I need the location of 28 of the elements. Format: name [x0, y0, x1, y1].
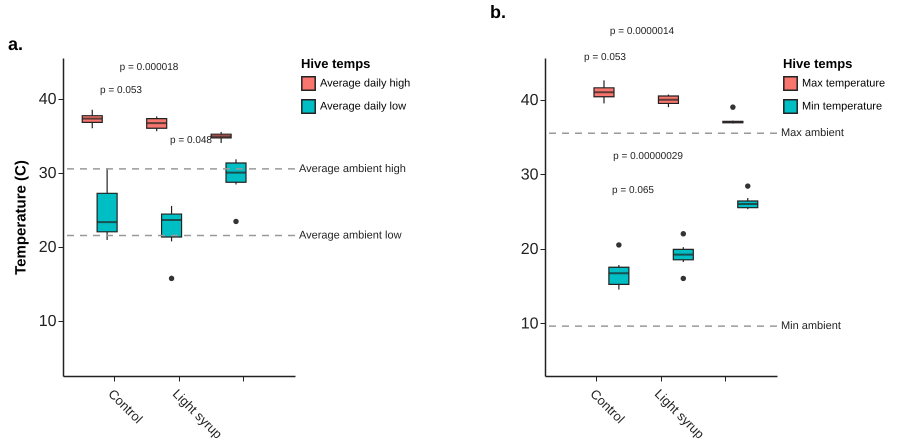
text: p = 0.0000014: [610, 26, 675, 37]
y-tick-label: 20: [520, 241, 539, 258]
legend-label: Min temperature: [802, 100, 882, 112]
legend-title: Hive temps: [783, 56, 852, 71]
chart-title: b.: [490, 2, 506, 22]
legend-label: Max temperature: [802, 78, 886, 90]
annotation: p = 0.000018: [120, 62, 179, 73]
legend-label: Average daily low: [320, 100, 406, 112]
y-tick-label: 10: [520, 316, 539, 333]
ref-line-label: Average ambient high: [299, 162, 406, 175]
y-axis-title: Temperature (C): [12, 160, 30, 275]
annotation: p = 0.00000029: [613, 151, 684, 162]
annotation: p = 0.048: [170, 135, 212, 146]
y-tick-label: 30: [38, 165, 57, 182]
y-tick-label: 10: [38, 313, 57, 330]
annotation: p = 0.053: [584, 52, 626, 63]
y-tick-label: 40: [520, 92, 539, 110]
legend-label: Average daily high: [320, 78, 410, 90]
annotation: p = 0.053: [100, 85, 142, 96]
legend-title: Hive temps: [301, 56, 370, 71]
y-tick-label: 40: [38, 91, 57, 108]
y-tick-label: 20: [38, 239, 57, 256]
chart-title: a.: [8, 34, 24, 54]
ref-line-label: Average ambient low: [299, 229, 402, 242]
y-tick-label: 30: [520, 166, 539, 184]
annotation: p = 0.065: [612, 185, 654, 196]
ref-line-label: Max ambient: [781, 127, 844, 140]
ref-line-label: Min ambient: [781, 320, 841, 332]
